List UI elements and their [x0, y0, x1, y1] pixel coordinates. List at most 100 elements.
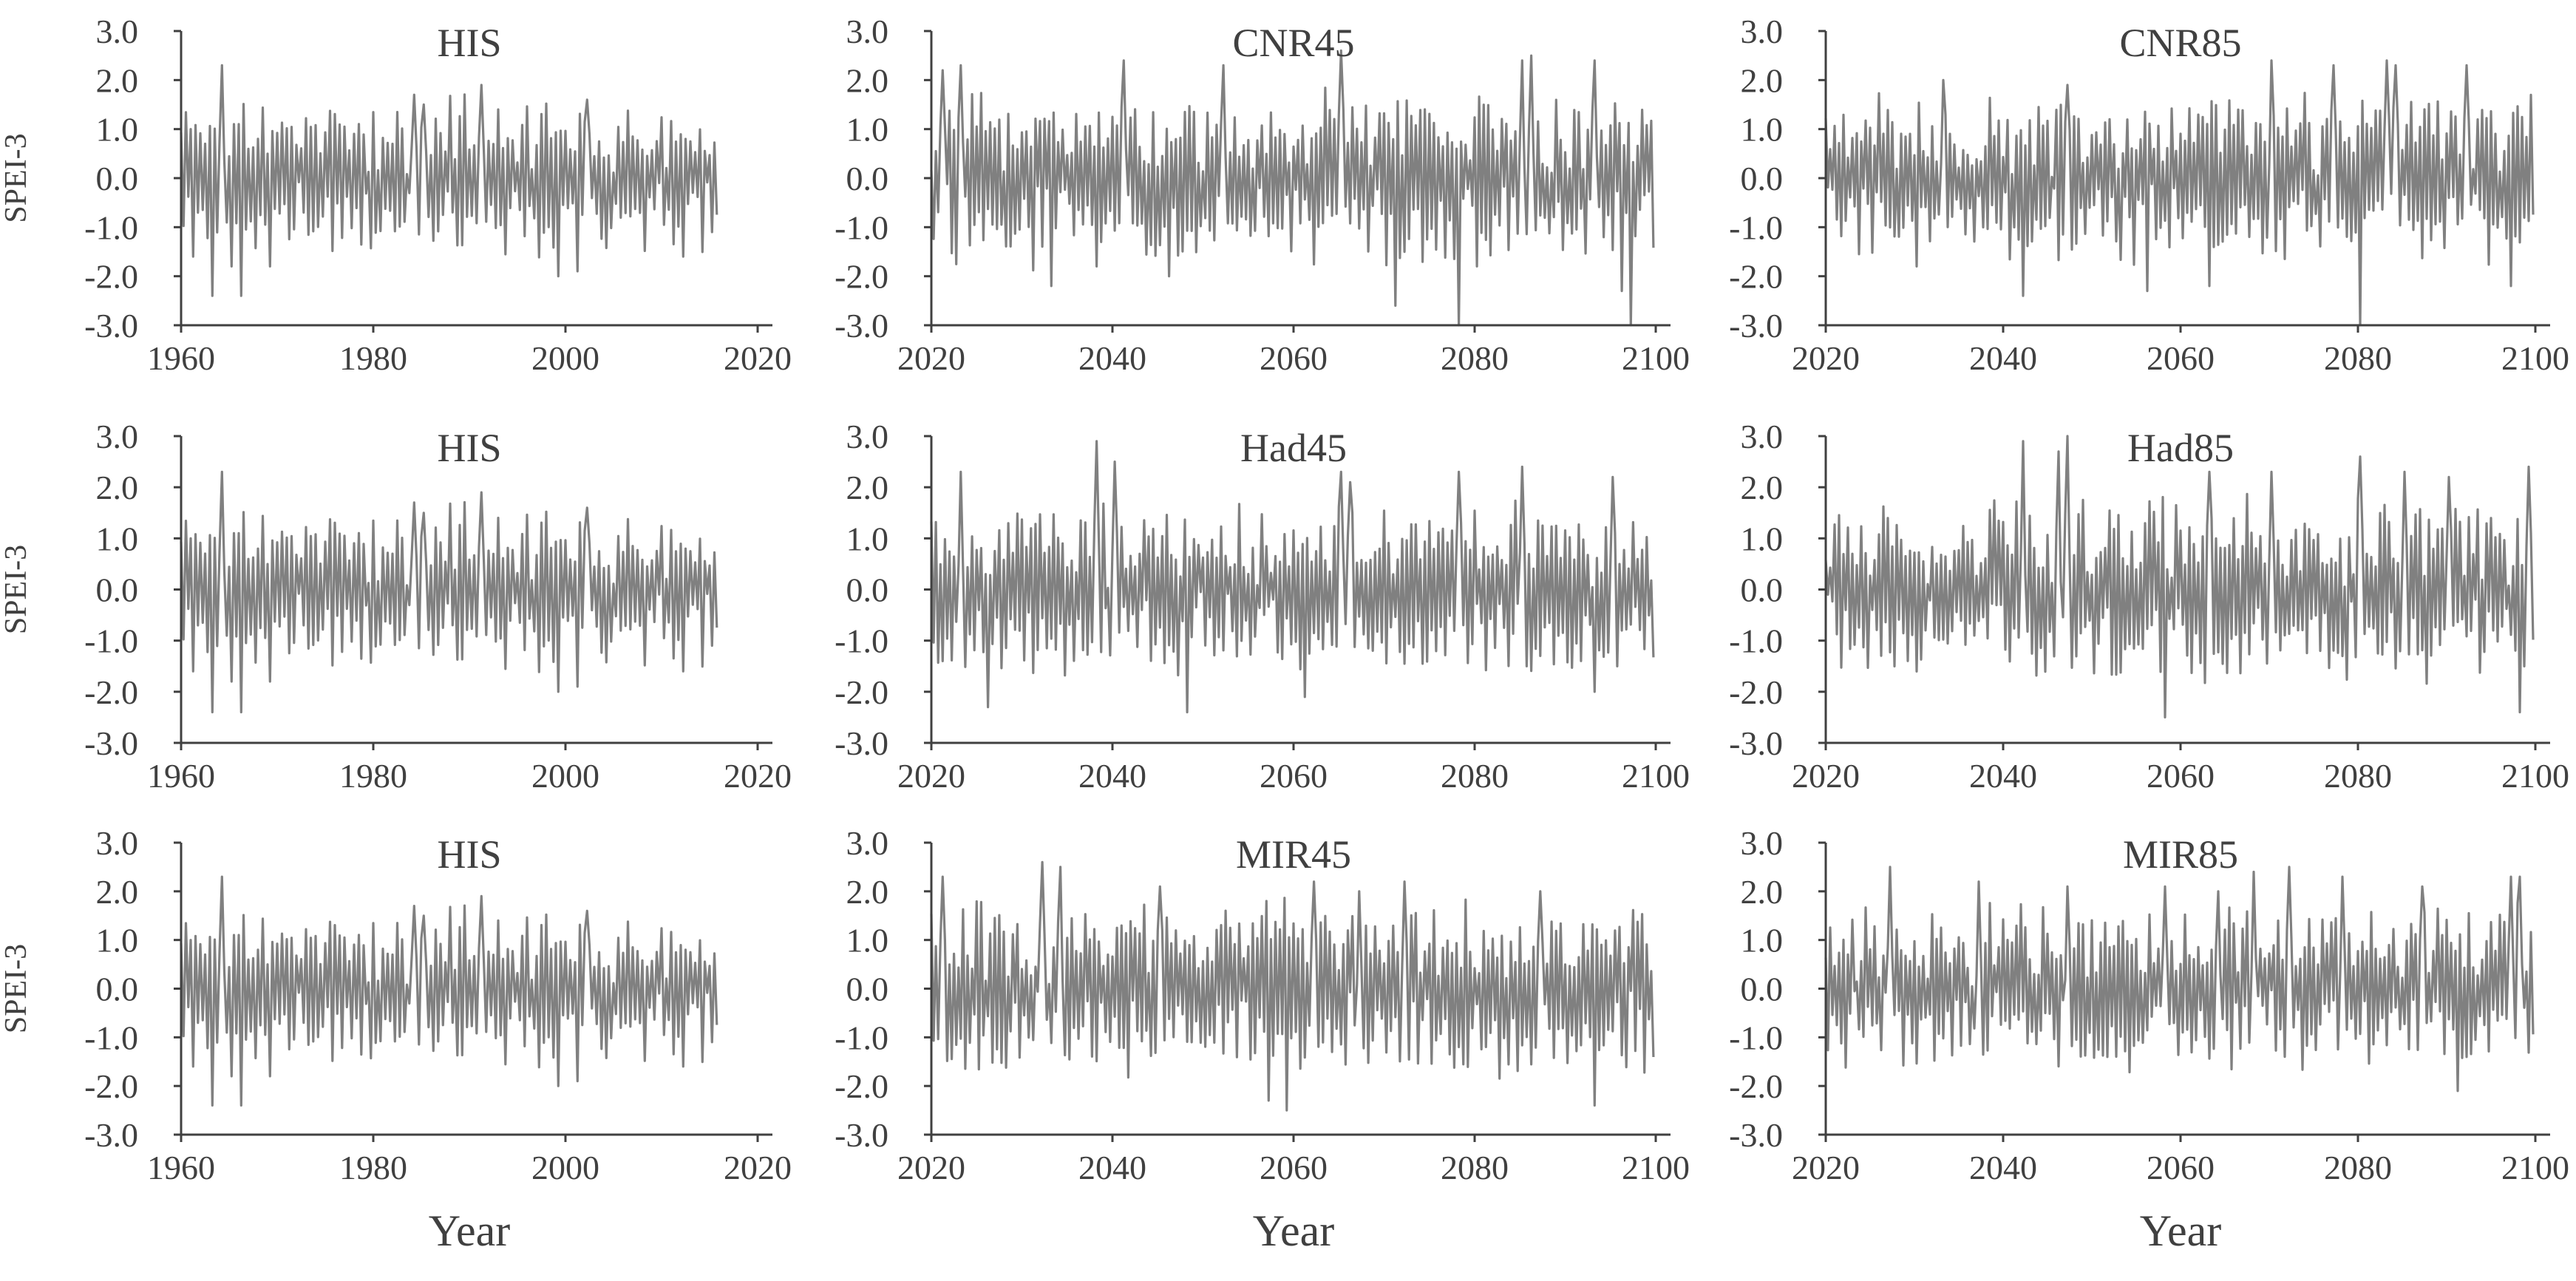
y-tick-label: -2.0 [1729, 258, 1783, 296]
spei-series-line [180, 64, 718, 297]
panel-title: HIS [437, 426, 501, 470]
y-tick-label: 3.0 [1741, 418, 1784, 455]
y-tick-label: -3.0 [835, 307, 888, 344]
y-tick-label: -1.0 [84, 1019, 138, 1056]
x-tick-label: 1980 [339, 1149, 407, 1186]
x-tick-label: 2100 [2501, 757, 2569, 795]
y-tick-label: 0.0 [96, 160, 139, 197]
panel-title: Had85 [2127, 426, 2234, 470]
y-tick-label: 2.0 [846, 61, 889, 99]
y-tick-label: 0.0 [1741, 160, 1784, 197]
y-tick-label: 0.0 [96, 971, 139, 1008]
panel-title: CNR85 [2119, 21, 2241, 65]
y-tick-label: 1.0 [1741, 111, 1784, 149]
y-tick-label: -1.0 [835, 1019, 888, 1056]
x-tick-label: 2080 [1441, 757, 1509, 795]
y-tick-label: 0.0 [1741, 571, 1784, 609]
y-tick-label: 3.0 [1741, 13, 1784, 50]
x-tick-label: 2100 [1622, 1149, 1690, 1186]
y-tick-label: -2.0 [835, 673, 888, 711]
y-axis-label: SPEI-3 [0, 944, 33, 1033]
x-tick-label: 2080 [1441, 339, 1509, 377]
y-tick-label: -3.0 [1729, 307, 1783, 344]
y-tick-label: -3.0 [1729, 724, 1783, 762]
y-tick-label: 2.0 [96, 873, 139, 911]
spei-series-line [180, 470, 718, 714]
y-tick-label: 2.0 [1741, 873, 1784, 911]
x-tick-label: 2000 [531, 1149, 599, 1186]
x-tick-label: 2020 [1792, 757, 1860, 795]
y-tick-label: 2.0 [96, 61, 139, 99]
x-tick-label: 2060 [2147, 339, 2215, 377]
spei-series-line [1824, 866, 2535, 1093]
x-tick-label: 2000 [531, 339, 599, 377]
y-tick-label: -2.0 [84, 1067, 138, 1105]
x-tick-label: 2100 [2501, 1149, 2569, 1186]
y-tick-label: -1.0 [84, 622, 138, 660]
y-tick-label: 3.0 [96, 824, 139, 862]
x-tick-label: 2020 [724, 1149, 792, 1186]
spei-series-line [1824, 435, 2535, 718]
y-tick-label: 3.0 [96, 418, 139, 455]
x-tick-label: 2040 [1969, 339, 2037, 377]
y-tick-label: 1.0 [96, 922, 139, 959]
x-tick-label: 2080 [2324, 757, 2392, 795]
y-tick-label: 1.0 [846, 520, 889, 557]
y-tick-label: 2.0 [96, 469, 139, 506]
x-tick-label: 2060 [1260, 1149, 1328, 1186]
y-tick-label: -3.0 [84, 1116, 138, 1154]
y-tick-label: -2.0 [84, 673, 138, 711]
x-tick-label: 2020 [1792, 1149, 1860, 1186]
y-tick-label: 0.0 [1741, 971, 1784, 1008]
spei-series-line [180, 875, 718, 1107]
x-tick-label: 2060 [1260, 339, 1328, 377]
y-tick-label: 3.0 [846, 13, 889, 50]
spei-series-line [930, 860, 1655, 1112]
x-tick-label: 2000 [531, 757, 599, 795]
x-axis-label: Year [1253, 1206, 1335, 1255]
x-tick-label: 2080 [2324, 339, 2392, 377]
y-tick-label: -1.0 [1729, 622, 1783, 660]
x-tick-label: 2040 [1078, 339, 1146, 377]
x-axis-label: Year [2140, 1206, 2222, 1255]
y-tick-label: -3.0 [84, 724, 138, 762]
y-tick-label: 0.0 [96, 571, 139, 609]
y-tick-label: -3.0 [1729, 1116, 1783, 1154]
x-tick-label: 2080 [1441, 1149, 1509, 1186]
x-tick-label: 1980 [339, 757, 407, 795]
x-tick-label: 2020 [897, 1149, 965, 1186]
y-tick-label: 3.0 [846, 418, 889, 455]
y-tick-label: -3.0 [84, 307, 138, 344]
y-tick-label: 1.0 [1741, 520, 1784, 557]
y-tick-label: 0.0 [846, 971, 889, 1008]
x-tick-label: 2020 [724, 339, 792, 377]
y-tick-label: -2.0 [1729, 673, 1783, 711]
y-tick-label: 2.0 [846, 469, 889, 506]
y-tick-label: -2.0 [84, 258, 138, 296]
y-tick-label: 1.0 [846, 111, 889, 149]
y-tick-label: -1.0 [835, 622, 888, 660]
y-tick-label: 1.0 [96, 520, 139, 557]
x-tick-label: 1980 [339, 339, 407, 377]
y-tick-label: -3.0 [835, 724, 888, 762]
y-tick-label: -1.0 [1729, 208, 1783, 246]
panel-title: CNR45 [1232, 21, 1354, 65]
y-tick-label: -1.0 [84, 208, 138, 246]
y-tick-label: -2.0 [1729, 1067, 1783, 1105]
x-tick-label: 1960 [147, 757, 215, 795]
x-tick-label: 2080 [2324, 1149, 2392, 1186]
y-tick-label: 3.0 [1741, 824, 1784, 862]
y-tick-label: -1.0 [835, 208, 888, 246]
x-tick-label: 2040 [1969, 1149, 2037, 1186]
panel-title: HIS [437, 21, 501, 65]
y-tick-label: -1.0 [1729, 1019, 1783, 1056]
